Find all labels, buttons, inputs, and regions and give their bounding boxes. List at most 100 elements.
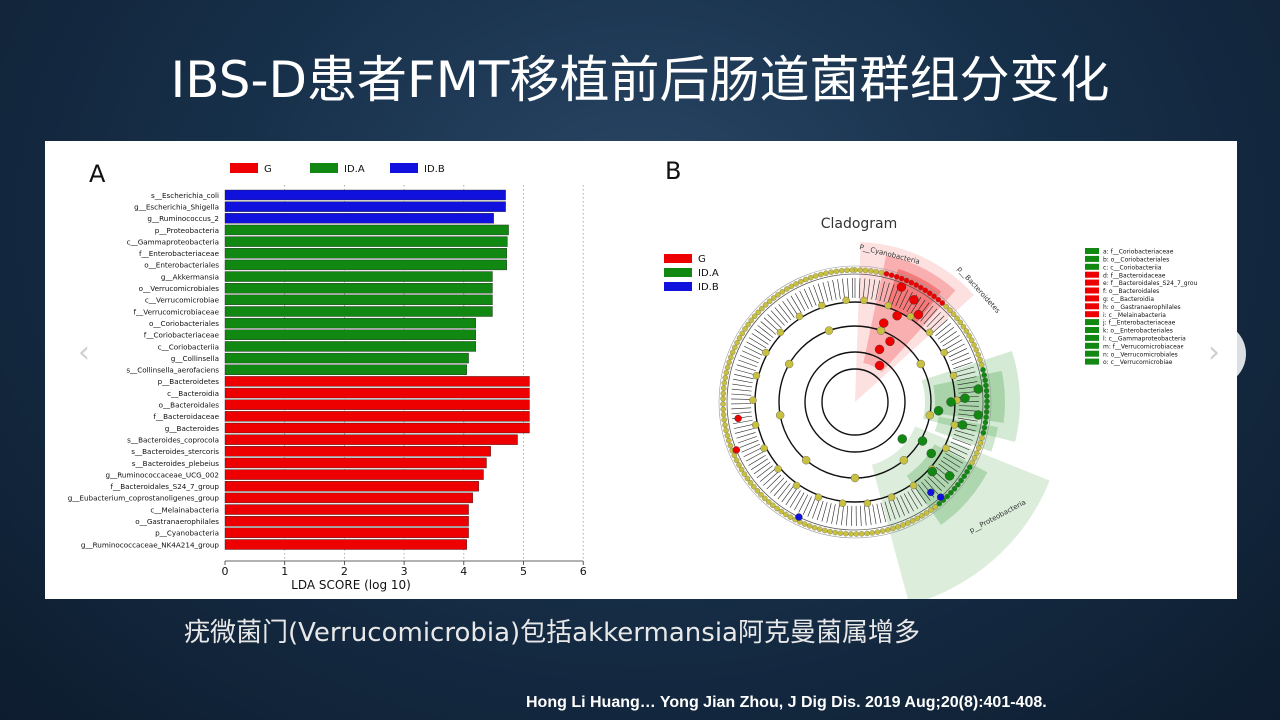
cladogram-leaf-node [720, 396, 726, 402]
cladogram-leaf-node [966, 332, 972, 339]
cladogram-node [925, 328, 934, 337]
cladogram-key-label: k: o__Enterobacteriales [1103, 328, 1173, 335]
cladogram-node-ida [927, 466, 937, 477]
cladogram-leaf-node [762, 495, 768, 502]
cladogram-leaf-node [720, 411, 727, 418]
cladogram-spoke [785, 488, 798, 506]
bar-label: f__Enterobacteriaceae [139, 249, 220, 258]
cladogram-leaf-node [873, 268, 879, 275]
cladogram-leaf-node [958, 477, 964, 484]
cladogram-leaf-node [807, 274, 814, 281]
cladogram-spoke [951, 357, 971, 366]
cladogram-leaf-node [960, 323, 967, 330]
cladogram-leaf-node [844, 267, 850, 273]
cladogram-spoke [731, 411, 752, 415]
bar [224, 411, 530, 422]
cladogram-leaf-node [975, 351, 981, 358]
cladogram-leaf-node [864, 530, 870, 537]
cladogram-key-label: e: f__Bacteroidales_S24_7_grou [1103, 280, 1198, 287]
cladogram-spoke [798, 494, 809, 513]
bar [224, 422, 530, 434]
bar [224, 539, 467, 550]
cladogram-spoke [748, 337, 767, 349]
cladogram-spoke [737, 436, 757, 444]
cladogram-node-g [734, 414, 742, 423]
cladogram-leaf-node [964, 469, 970, 475]
cladogram-spoke [944, 339, 963, 350]
bar-label: g__Akkermansia [161, 272, 219, 281]
cladogram-spoke [911, 489, 923, 507]
cladogram-leaf-node [849, 267, 855, 273]
cladogram-leaf-node [922, 287, 929, 294]
bar-label: s__Collinsella_aerofaciens [126, 366, 219, 375]
next-slide-button[interactable]: › [1182, 322, 1246, 386]
cladogram-leaf-node [927, 290, 933, 296]
bar-x-axis: 0 1 2 3 4 5 6 [222, 560, 587, 578]
cladogram-spoke [763, 471, 779, 486]
cladogram-spoke [910, 296, 922, 315]
cladogram-node-ida [973, 410, 984, 420]
cladogram-node-g [874, 344, 885, 355]
cladogram-spoke [868, 505, 872, 525]
cladogram-leaf-node [720, 390, 727, 397]
cladogram-leaf-node [806, 523, 813, 529]
cladogram-leaf-node [936, 500, 943, 507]
x-tick-label: 4 [460, 565, 467, 578]
cladogram-leaf-node [974, 450, 980, 456]
cladogram-leaf-node [983, 382, 989, 389]
cladogram-leaf-node [751, 484, 757, 490]
bar [224, 306, 493, 317]
slide-caption: 疣微菌门(Verrucomicrobia)包括akkermansia阿克曼菌属增… [184, 618, 920, 648]
prev-slide-button[interactable]: ‹ [52, 322, 116, 386]
cladogram-spoke [738, 359, 758, 368]
cladogram-spoke [887, 284, 895, 304]
cladogram-leaf-node [984, 403, 990, 410]
cladogram-key-label: c: c__Coriobacteriia [1103, 264, 1162, 271]
cladogram-leaf-node [721, 417, 727, 423]
cladogram-key-label: o: c__Verrucomicrobiae [1103, 359, 1173, 366]
cladogram-leaf-node [968, 337, 975, 343]
cladogram-leaf-node [868, 268, 874, 274]
cladogram-leaf-node [869, 530, 875, 536]
cladogram-spoke [903, 493, 914, 512]
cladogram-spoke [812, 499, 820, 519]
bar [224, 341, 476, 352]
cladogram-spoke [794, 492, 805, 511]
cladogram-leaf-node [762, 302, 769, 308]
cladogram-spoke [817, 283, 825, 303]
x-tick-label: 2 [341, 565, 348, 578]
bar [224, 271, 493, 282]
cladogram-node-ida [973, 384, 984, 394]
cladogram-spoke [781, 485, 794, 503]
cladogram-spoke [927, 476, 942, 491]
cladogram-spoke [867, 278, 871, 299]
cladogram-spoke [836, 504, 840, 525]
cladogram-leaf-node [893, 273, 900, 280]
cladogram-spoke [883, 282, 890, 303]
cladogram-leaf-node [833, 268, 840, 275]
cladogram-leaf-node [978, 361, 985, 368]
bar [224, 492, 473, 504]
x-tick-label: 6 [580, 565, 587, 578]
panel-a-label: A [89, 160, 106, 188]
bar-label: o__Verrucomicrobiales [139, 284, 220, 293]
cladogram-node [814, 493, 823, 501]
cladogram-key-swatch [1085, 295, 1099, 302]
bar-label: o__Gastranaerophilales [135, 517, 219, 526]
bar [224, 376, 530, 387]
cladogram-spoke [954, 366, 975, 373]
bar [224, 504, 469, 515]
cladogram-node [784, 359, 794, 369]
bar [224, 189, 506, 201]
cladogram-key-label: b: o__Coriobacteriales [1103, 257, 1169, 264]
cladogram-node [774, 465, 782, 473]
bar [224, 387, 530, 399]
cladogram-key-swatch [1085, 279, 1099, 286]
cladogram-leaf-node [905, 520, 911, 526]
cladogram-spoke [822, 282, 829, 302]
cladogram-spoke [790, 295, 802, 314]
cladogram-ring [726, 273, 984, 531]
cladogram-node [760, 444, 768, 453]
cladogram-leaf-node [963, 328, 970, 334]
cladogram-node [752, 371, 761, 380]
